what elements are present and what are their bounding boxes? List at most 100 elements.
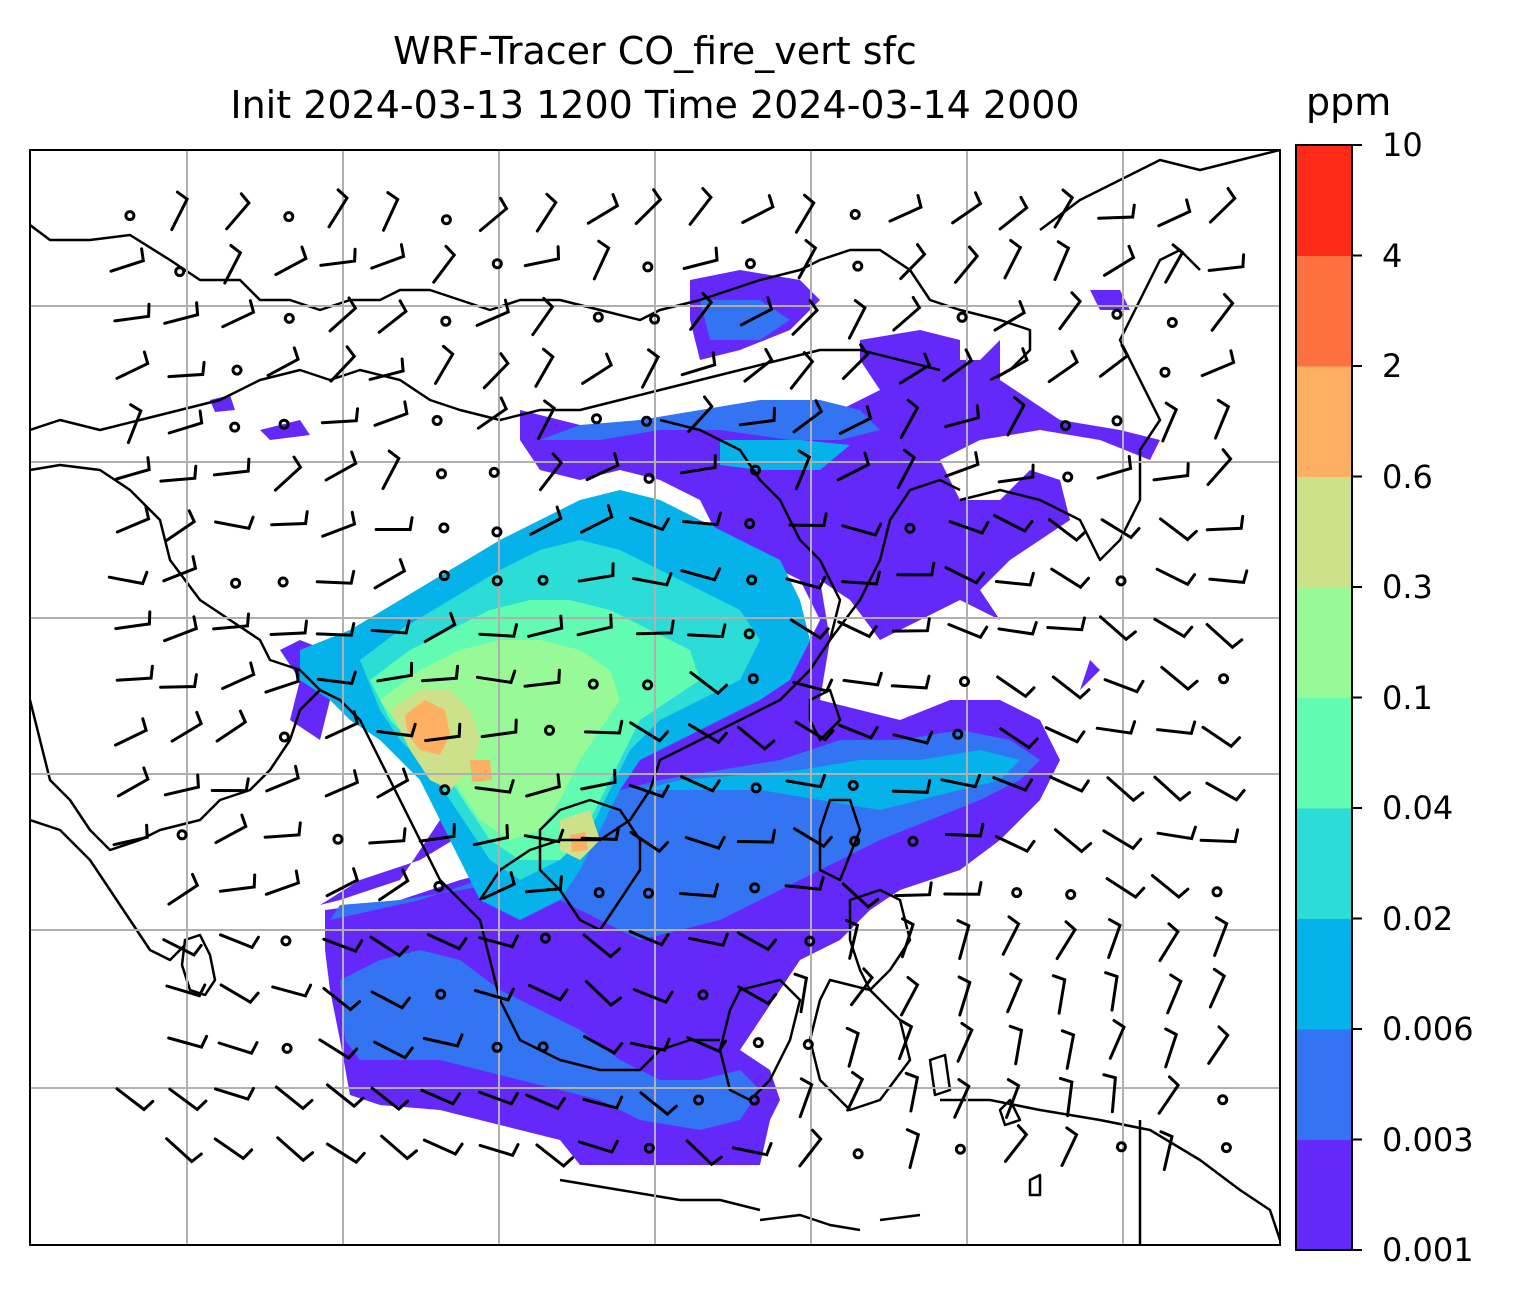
wind-barb	[424, 722, 462, 743]
wind-barb	[841, 882, 880, 909]
calm-wind-circle	[539, 932, 551, 944]
wind-barb	[369, 935, 410, 958]
calm-wind-circle	[849, 209, 861, 220]
wind-barb	[109, 247, 145, 273]
wind-barb	[900, 976, 920, 1017]
calm-wind-circle	[1060, 420, 1071, 432]
title-line-2: Init 2024-03-13 1200 Time 2024-03-14 200…	[230, 83, 1080, 127]
calm-wind-circle	[643, 887, 654, 899]
calm-wind-circle	[750, 464, 761, 476]
wind-barb	[794, 720, 835, 742]
wind-barb	[841, 343, 870, 380]
wind-barb	[641, 348, 661, 389]
calm-wind-circle	[593, 887, 605, 899]
wind-barb	[792, 399, 824, 434]
wind-barb	[214, 1087, 255, 1101]
calm-wind-circle	[1065, 889, 1077, 900]
wind-barb	[892, 295, 922, 332]
calm-wind-circle	[642, 679, 654, 691]
wind-barb	[905, 1128, 921, 1169]
wind-barb	[845, 1026, 860, 1068]
wind-barb	[581, 352, 614, 385]
wind-barb	[162, 938, 203, 957]
calm-wind-circle	[744, 258, 756, 270]
tracer-plume	[210, 270, 1160, 1165]
wind-barb	[422, 1033, 464, 1048]
wind-barb	[1053, 240, 1071, 281]
calm-wind-circle	[491, 526, 503, 538]
wind-barb	[264, 668, 300, 694]
wind-barb	[892, 730, 934, 745]
wind-barb	[789, 618, 830, 640]
calm-wind-circle	[435, 988, 447, 1000]
wind-barb	[1060, 1029, 1076, 1070]
calm-wind-circle	[1011, 887, 1023, 899]
wind-barb	[685, 1139, 723, 1167]
calm-wind-circle	[1111, 415, 1123, 427]
colorbar	[1295, 144, 1362, 1251]
wind-barb	[1049, 775, 1090, 793]
wind-barb	[689, 292, 714, 331]
calm-wind-circle	[439, 784, 451, 796]
wind-barb	[836, 451, 871, 482]
wind-barb	[1001, 915, 1021, 956]
wind-barb	[1159, 1130, 1174, 1172]
wind-barb	[1199, 828, 1240, 844]
wind-barb	[1003, 1124, 1029, 1163]
wind-barb	[686, 1036, 727, 1053]
wind-barb	[370, 990, 411, 1010]
map-frame	[29, 149, 1281, 1246]
calm-wind-circle	[952, 728, 964, 740]
wind-barb	[942, 348, 974, 382]
wind-barb	[841, 570, 881, 586]
wind-barb	[426, 933, 468, 951]
wind-barb	[167, 872, 200, 906]
calm-wind-circle	[693, 1094, 705, 1106]
wind-barb	[579, 503, 614, 534]
wind-barb	[481, 871, 516, 900]
wind-barb	[473, 987, 515, 1002]
wind-barb	[164, 509, 197, 543]
wind-barb	[525, 875, 563, 894]
wind-barb	[472, 824, 510, 847]
wind-barb	[1153, 775, 1191, 802]
calm-wind-circle	[124, 210, 136, 222]
colorbar-segment	[1296, 918, 1352, 1030]
wind-barb	[943, 881, 983, 896]
wind-barb	[370, 243, 406, 270]
wind-barb	[794, 193, 816, 234]
wind-barb	[629, 1037, 671, 1052]
calm-wind-circle	[1217, 1094, 1229, 1106]
wind-barb	[1207, 1025, 1230, 1065]
wind-barb	[1005, 1078, 1021, 1119]
calm-wind-circle	[592, 311, 604, 323]
wind-barb	[319, 247, 357, 267]
colorbar-segment	[1296, 697, 1352, 809]
wind-barb	[382, 191, 400, 232]
calm-wind-circle	[1159, 366, 1171, 378]
colorbar-segment	[1296, 1029, 1352, 1140]
calm-wind-circle	[229, 421, 241, 433]
calm-wind-circle	[1218, 673, 1230, 685]
wind-barb	[632, 988, 674, 1005]
calm-wind-circle	[277, 576, 289, 588]
wind-barb	[167, 360, 206, 379]
calm-wind-circle	[491, 575, 503, 587]
wind-barb	[1046, 616, 1086, 632]
map-gridlines	[30, 150, 1280, 1245]
wind-barb	[170, 710, 204, 743]
calm-wind-circle	[954, 1143, 966, 1155]
wind-barb	[531, 296, 555, 337]
wind-barb	[274, 1085, 314, 1111]
wind-barb	[1102, 1073, 1118, 1114]
wind-barb	[736, 931, 778, 952]
wind-barb	[841, 522, 883, 537]
calm-wind-circle	[804, 935, 816, 947]
wind-barb	[322, 937, 364, 953]
wind-barb	[219, 933, 260, 950]
calm-wind-circle	[1062, 471, 1074, 483]
wind-barb	[264, 869, 301, 896]
wind-barb	[1103, 678, 1145, 694]
calm-wind-circle	[746, 574, 758, 586]
wind-barb	[1095, 720, 1137, 735]
